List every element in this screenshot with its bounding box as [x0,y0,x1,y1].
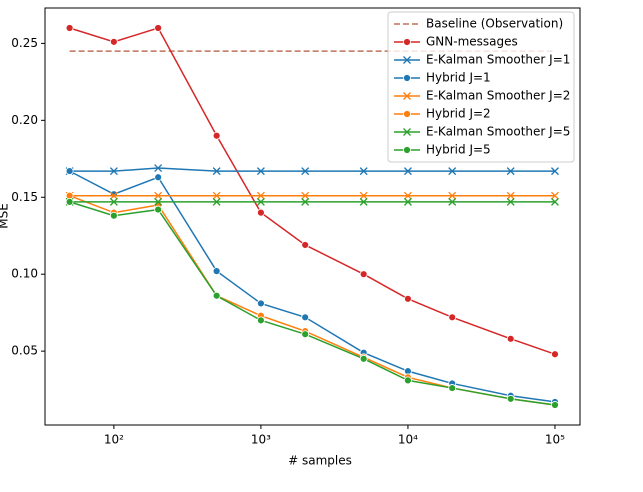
point [359,191,368,200]
y-tick-label: 0.25 [11,36,38,50]
point [403,197,412,206]
point [256,167,265,176]
legend-marker [403,92,411,100]
point [257,208,265,217]
point [301,191,310,200]
legend-label: GNN-messages [426,35,518,49]
point [448,191,457,200]
point [301,241,310,249]
point [109,167,118,176]
point [404,376,412,385]
series-line [69,167,555,172]
point [359,167,368,176]
legend-marker [403,56,411,64]
point [359,354,368,363]
point [154,24,163,32]
point [301,197,310,206]
y-tick-label: 0.10 [11,267,38,281]
point [212,191,221,200]
x-tick-label: 10³ [251,433,271,447]
legend-label: E-Kalman Smoother J=5 [426,125,570,139]
point [359,197,368,206]
legend-label: Hybrid J=5 [426,143,491,157]
legend-marker [403,74,411,82]
point [257,299,265,308]
x-axis-label: # samples [288,454,352,468]
legend-marker [403,110,411,118]
point [301,313,310,322]
legend-marker [403,38,411,46]
x-tick-label: 10² [104,433,124,447]
y-axis-label: MSE [0,203,11,229]
legend-label: E-Kalman Smoother J=1 [426,53,570,67]
point [109,197,118,206]
point [256,197,265,206]
point [212,197,221,206]
point [551,197,559,206]
point [109,191,118,200]
point [551,167,559,176]
point [257,316,265,325]
point [301,167,310,176]
point [403,167,412,176]
legend-label: Hybrid J=1 [426,71,491,85]
x-tick-label: 10⁵ [545,433,565,447]
x-tick-label: 10⁴ [398,433,418,447]
point [109,37,118,46]
point [506,167,515,176]
plot-frame [44,7,581,426]
point [448,313,457,322]
point [506,191,515,200]
point [301,330,310,339]
point [506,334,515,343]
point [154,197,163,206]
legend-label: Baseline (Observation) [426,17,563,31]
point [65,24,74,32]
legend-label: E-Kalman Smoother J=2 [426,89,570,103]
point [65,197,74,206]
point [403,191,412,200]
y-tick-label: 0.20 [11,113,38,127]
point [404,294,412,303]
point [448,384,457,392]
point [506,197,515,206]
y-tick-label: 0.15 [11,190,38,204]
point [359,270,368,279]
legend: Baseline (Observation) GNN-messages E-Kalm… [387,11,575,163]
point [551,191,559,200]
point [256,191,265,200]
legend-label: Hybrid J=2 [426,107,491,121]
point [212,167,221,176]
point [154,164,163,172]
point [212,131,221,140]
y-tick-label: 0.05 [11,344,38,358]
legend-marker [403,128,411,136]
point [212,291,221,300]
point [506,394,515,403]
series-line [69,201,556,406]
point [551,401,559,409]
point [448,167,457,176]
point [212,267,221,276]
point [551,350,559,359]
legend-box [387,11,575,163]
point [154,205,163,214]
point [448,197,457,206]
series-line [69,170,556,403]
legend-marker [403,146,411,154]
point [109,211,118,220]
point [154,173,163,182]
series-line [69,195,556,406]
point [65,167,74,176]
point [154,191,163,200]
